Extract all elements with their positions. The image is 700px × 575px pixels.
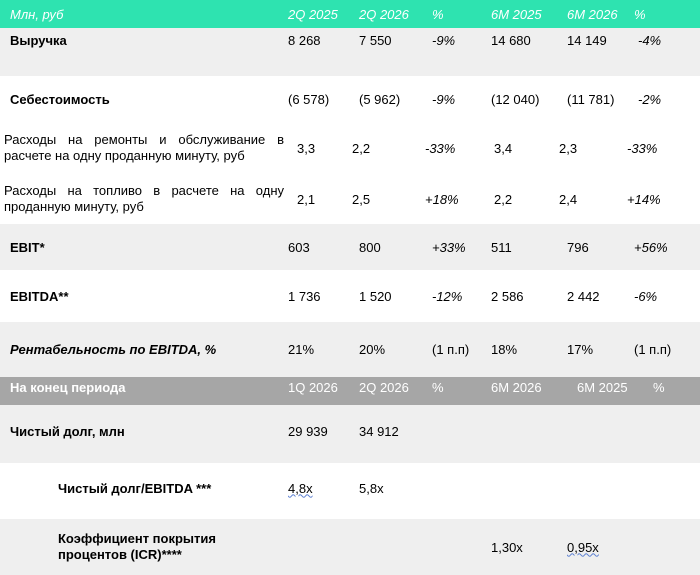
cell-value: 8 268 — [288, 32, 321, 48]
cell-value: 2 442 — [567, 288, 600, 304]
cell-pct: (1 п.п) — [432, 342, 470, 357]
cell-pct: -4% — [638, 32, 662, 48]
row-label: Коэффициент покрытия процентов (ICR)**** — [58, 531, 216, 562]
cell-value: (12 040) — [491, 91, 540, 107]
row-label: Чистый долг, млн — [10, 423, 125, 439]
cell-value: 2,2 — [352, 140, 371, 156]
header-col-pct: % — [432, 379, 444, 395]
cell-value: 14 680 — [491, 32, 531, 48]
header-label: Млн, руб — [10, 6, 64, 22]
cell-value: (6 578) — [288, 91, 330, 107]
cell-value: (11 781) — [567, 91, 615, 107]
table-row: Чистый долг/EBITDA *** 4,8x 5,8x — [0, 463, 700, 519]
cell-pct: +14% — [627, 191, 661, 207]
cell-value: 3,3 — [297, 140, 316, 156]
cell-value: 2,1 — [297, 191, 316, 207]
table-row: Расходы на ремонты и обслуживание в расч… — [0, 122, 700, 174]
cell-value: 34 912 — [359, 423, 399, 439]
header-col-6m2026: 6M 2026 — [567, 6, 618, 22]
cell-value: 5,8x — [359, 480, 384, 496]
cell-value: 21% — [288, 342, 315, 357]
table-row: EBITDA** 1 736 1 520 -12% 2 586 2 442 -6… — [0, 270, 700, 322]
cell-value: (5 962) — [359, 91, 401, 107]
cell-pct: -12% — [432, 288, 463, 304]
table-row: EBIT* 603 800 +33% 511 796 +56% — [0, 224, 700, 270]
cell-value: 2 586 — [491, 288, 524, 304]
cell-value: 2,4 — [559, 191, 578, 207]
section-header-label: На конец периода — [10, 379, 126, 395]
header-col-2q2026: 2Q 2026 — [359, 6, 409, 22]
header-col-pct-6m: % — [634, 6, 646, 22]
cell-value: 4,8x — [288, 480, 313, 496]
table-row: Выручка 8 268 7 550 -9% 14 680 14 149 -4… — [0, 28, 700, 76]
header-col-1q2026: 1Q 2026 — [288, 379, 338, 395]
section-header: На конец периода 1Q 2026 2Q 2026 % 6M 20… — [0, 377, 700, 405]
header-col-pct: % — [432, 6, 444, 22]
cell-value: 20% — [359, 342, 386, 357]
row-label: EBITDA** — [10, 288, 69, 304]
cell-value: 18% — [491, 342, 518, 357]
row-label: Чистый долг/EBITDA *** — [58, 480, 212, 496]
header-col-pct-6m: % — [653, 379, 665, 395]
table-row: Рентабельность по EBITDA, % 21% 20% (1 п… — [0, 322, 700, 377]
cell-value: 0,95x — [567, 539, 599, 555]
cell-value: 1 520 — [359, 288, 392, 304]
cell-pct: -2% — [638, 91, 662, 107]
cell-value: 3,4 — [494, 140, 513, 156]
cell-pct: +56% — [634, 239, 668, 255]
table-row: Себестоимость (6 578) (5 962) -9% (12 04… — [0, 76, 700, 122]
header-col-2q2025: 2Q 2025 — [288, 6, 338, 22]
table-header: Млн, руб 2Q 2025 2Q 2026 % 6M 2025 6M 20… — [0, 0, 700, 28]
cell-value: 511 — [491, 239, 512, 255]
header-col-6m2025: 6M 2025 — [491, 6, 542, 22]
cell-value: 7 550 — [359, 32, 392, 48]
cell-pct: -9% — [432, 91, 456, 107]
cell-pct: -6% — [634, 288, 658, 304]
table-row: Чистый долг, млн 29 939 34 912 — [0, 405, 700, 463]
cell-value: 2,3 — [559, 140, 578, 156]
cell-value: 14 149 — [567, 32, 607, 48]
header-col-6m2026: 6M 2026 — [491, 379, 542, 395]
row-label: Выручка — [10, 32, 67, 48]
table-row: Расходы на топливо в расчете на одну про… — [0, 174, 700, 224]
cell-value: 17% — [567, 342, 594, 357]
cell-pct: (1 п.п) — [634, 342, 672, 357]
cell-pct: -9% — [432, 32, 456, 48]
cell-value: 796 — [567, 239, 589, 255]
cell-value: 2,2 — [494, 191, 513, 207]
row-label: Расходы на топливо в расчете на одну про… — [4, 183, 284, 214]
header-col-2q2026: 2Q 2026 — [359, 379, 409, 395]
header-col-6m2025: 6M 2025 — [577, 379, 628, 395]
cell-value: 29 939 — [288, 423, 328, 439]
cell-pct: -33% — [627, 140, 658, 156]
row-label: Себестоимость — [10, 91, 110, 107]
row-label: EBIT* — [10, 239, 45, 255]
cell-value: 603 — [288, 239, 310, 255]
cell-pct: +33% — [432, 239, 466, 255]
table-row: Коэффициент покрытия процентов (ICR)****… — [0, 519, 700, 575]
cell-value: 1 736 — [288, 288, 321, 304]
row-label: Расходы на ремонты и обслуживание в расч… — [4, 132, 284, 163]
cell-value: 800 — [359, 239, 381, 255]
cell-pct: -33% — [425, 140, 456, 156]
cell-value: 2,5 — [352, 191, 371, 207]
row-label: Рентабельность по EBITDA, % — [10, 342, 217, 357]
cell-pct: +18% — [425, 191, 459, 207]
cell-value: 1,30x — [491, 539, 523, 555]
